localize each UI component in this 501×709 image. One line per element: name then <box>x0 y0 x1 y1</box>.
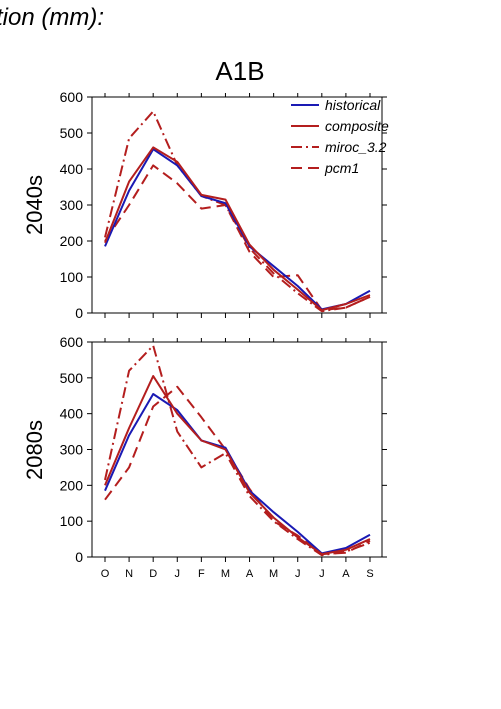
legend-label: pcm1 <box>324 160 359 176</box>
y-tick-label: 600 <box>60 334 84 350</box>
x-tick-label: J <box>175 568 181 580</box>
y-tick-label: 500 <box>60 370 84 386</box>
scenario-title: A1B <box>215 56 265 86</box>
series-line-miroc_3.2 <box>104 344 371 557</box>
y-tick-label: 100 <box>60 513 84 529</box>
y-tick-label: 200 <box>60 233 84 249</box>
header-text: tion (mm): <box>0 4 104 31</box>
x-tick-label: S <box>366 568 373 580</box>
x-tick-label: A <box>246 568 254 580</box>
panel-label: 2080s <box>22 420 47 480</box>
legend-label: miroc_3.2 <box>325 139 387 155</box>
x-tick-label: O <box>101 568 110 580</box>
x-tick-label: N <box>125 568 133 580</box>
panel-2080s: 0 100 200 300 400 500 600 O N D J F M A M J J A S 2080s <box>22 334 387 580</box>
y-tick-label: 500 <box>60 125 84 141</box>
y-tick-label: 0 <box>75 305 83 321</box>
y-tick-label: 0 <box>75 549 83 565</box>
panel-2040s: 0 100 200 300 400 500 600 2040s historical compos… <box>22 89 389 321</box>
x-tick-label: A <box>342 568 350 580</box>
x-tick-label: D <box>149 568 157 580</box>
y-tick-label: 300 <box>60 442 84 458</box>
legend-label: historical <box>325 97 381 113</box>
series-line-pcm1 <box>104 164 371 312</box>
legend-label: composite <box>325 118 389 134</box>
series-line-miroc_3.2 <box>104 110 371 313</box>
y-tick-label: 600 <box>60 89 84 105</box>
y-tick-label: 100 <box>60 269 84 285</box>
y-tick-label: 400 <box>60 161 84 177</box>
y-tick-label: 400 <box>60 406 84 422</box>
x-tick-label: J <box>319 568 325 580</box>
x-tick-label: F <box>198 568 205 580</box>
x-tick-label: M <box>269 568 278 580</box>
x-tick-label: J <box>295 568 301 580</box>
series-line-composite <box>104 146 371 312</box>
x-tick-label: M <box>221 568 230 580</box>
y-tick-label: 200 <box>60 477 84 493</box>
series-line-composite <box>104 375 371 556</box>
y-tick-label: 300 <box>60 197 84 213</box>
panel-label: 2040s <box>22 175 47 235</box>
